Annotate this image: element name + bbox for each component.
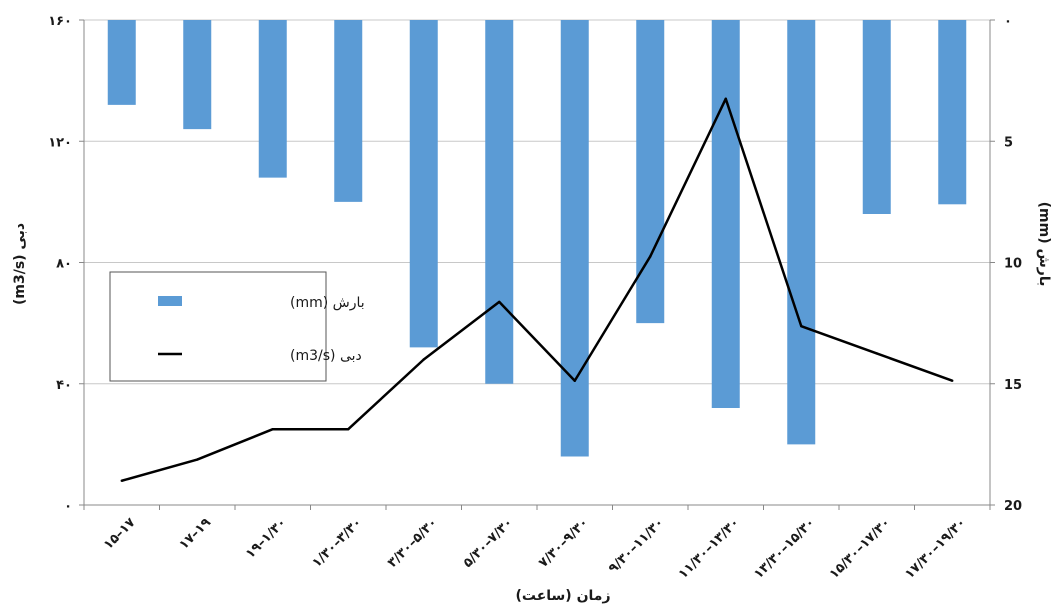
bar-1 (107, 20, 136, 105)
left-tick-label: ۱۲۰ (48, 135, 72, 150)
line-point-7 (573, 379, 576, 382)
bar-4 (334, 20, 363, 202)
right-tick-label: 20 (1004, 499, 1022, 514)
bar-5 (409, 20, 438, 348)
line-point-10 (800, 324, 803, 328)
bar-8 (636, 20, 665, 324)
legend-bar-swatch (158, 296, 182, 306)
x-tick-label: ۱۷–۱۹ (176, 515, 214, 553)
x-tick-label: ۱۳/۳۰–۱۵/۳۰ (751, 515, 818, 582)
bar-2 (183, 20, 212, 130)
discharge-line (121, 97, 953, 482)
left-tick-label: ۸۰ (56, 257, 72, 272)
line-point-1 (120, 479, 123, 482)
discharge-line-series (120, 97, 954, 482)
line-point-8 (649, 255, 652, 258)
x-tick-label: ۱۱/۳۰–۱۳/۳۰ (676, 515, 743, 582)
bar-9 (711, 20, 740, 408)
x-axis-title: زمان (ساعت) (515, 588, 610, 604)
bar-11 (862, 20, 891, 214)
bar-12 (938, 20, 967, 205)
x-tick-label: ۳/۳۰–۵/۳۰ (385, 515, 441, 571)
left-axis-title: دبی (m3/s) (12, 223, 28, 305)
legend-label-discharge: دبی (m3/s) (290, 348, 362, 364)
line-point-9 (724, 97, 727, 101)
x-tick-label: ۱۵/۳۰–۱۷/۳۰ (827, 515, 894, 582)
legend-box (109, 271, 327, 382)
line-point-3 (271, 428, 274, 431)
right-axis-ticks: ۰ 5 10 15 20 (1004, 14, 1022, 514)
line-point-5 (422, 358, 425, 361)
right-tick-label: 15 (1004, 378, 1022, 393)
x-tick-label: ۵/۳۰–۷/۳۰ (460, 515, 516, 571)
right-tick-label: 10 (1004, 257, 1022, 272)
x-tick-label: ۹/۳۰–۱۱/۳۰ (606, 515, 667, 576)
precipitation-bars (107, 20, 967, 457)
right-tick-label: 5 (1004, 135, 1013, 150)
line-point-4 (347, 428, 350, 431)
line-point-2 (196, 458, 199, 461)
bar-7 (560, 20, 589, 457)
axes (79, 19, 995, 510)
x-tick-label: ۱۷/۳۰–۱۹/۳۰ (902, 515, 969, 582)
bar-10 (787, 20, 816, 445)
left-axis-ticks: ۰ ۴۰ ۸۰ ۱۲۰ ۱۶۰ (48, 14, 72, 514)
x-tick-label: ۱/۳۰–۳/۳۰ (309, 515, 365, 571)
gridlines (84, 19, 990, 385)
x-tick-label: ۱۵–۱۷ (101, 515, 139, 553)
line-point-11 (875, 352, 878, 355)
x-tick-label: ۱۹–۱/۳۰ (243, 515, 290, 562)
right-axis-title: بارش (mm) (1036, 202, 1052, 287)
right-tick-label: ۰ (1004, 14, 1012, 29)
legend-label-precipitation: بارش (mm) (290, 295, 365, 311)
legend: بارش (mm) دبی (m3/s) (109, 271, 365, 382)
x-tick-label: ۷/۳۰–۹/۳۰ (536, 515, 592, 571)
left-tick-label: ۱۶۰ (48, 14, 72, 29)
x-axis-ticks: ۱۵–۱۷ ۱۷–۱۹ ۱۹–۱/۳۰ ۱/۳۰–۳/۳۰ ۳/۳۰–۵/۳۰ ۵/۳۰–… (101, 515, 969, 582)
bar-3 (258, 20, 287, 178)
left-tick-label: ۴۰ (56, 378, 72, 393)
left-tick-label: ۰ (64, 499, 72, 514)
line-point-6 (498, 300, 501, 304)
bar-6 (485, 20, 514, 384)
line-point-12 (951, 379, 954, 382)
